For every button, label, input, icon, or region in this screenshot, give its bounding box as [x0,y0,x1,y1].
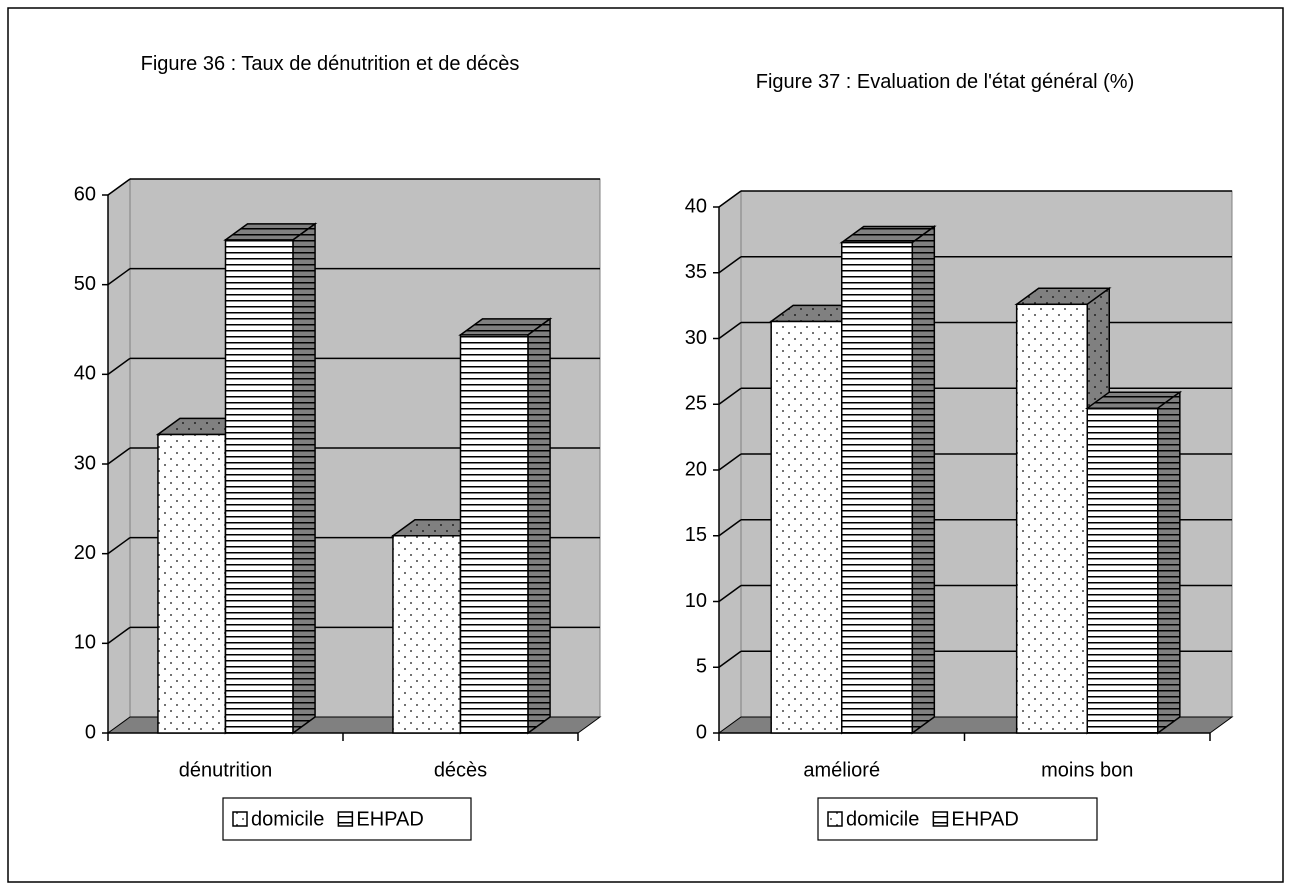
legend-swatch [932,811,949,827]
y-tick-label: 10 [74,632,96,654]
y-tick-label: 0 [696,721,707,743]
bar-front [157,433,227,734]
bar-front [770,320,843,734]
y-tick-label: 5 [696,656,707,678]
y-tick-label: 40 [74,363,96,385]
x-tick-label: décès [434,759,487,781]
bar-front [841,241,914,734]
grid-line [718,453,742,471]
bar-side [527,317,551,735]
legend-label: domicile [846,808,919,830]
grid-line [718,584,742,603]
y-tick-label: 20 [685,458,707,480]
legend-swatch [232,811,248,827]
x-tick-label: amélioré [803,759,880,781]
y-tick-label: 15 [685,524,707,546]
legend-label: EHPAD [356,808,423,830]
bar-front [459,334,529,734]
grid-line [107,268,131,286]
bar-front [392,534,462,734]
y-tick-label: 40 [685,195,707,217]
y-tick-label: 10 [685,590,707,612]
y-axis-depth [107,178,131,196]
legend-swatch [337,811,354,827]
x-tick-label: moins bon [1041,759,1133,781]
bar-side [911,225,936,735]
y-tick-label: 35 [685,261,707,283]
y-tick-label: 30 [685,327,707,349]
grid-line [107,447,131,465]
grid-line [718,256,742,274]
legend-label: EHPAD [951,808,1018,830]
y-tick-label: 30 [74,452,96,474]
y-tick-label: 60 [74,183,96,205]
y-tick-label: 20 [74,542,96,564]
grid-line [718,519,742,537]
legend-swatch [827,811,843,827]
legend [817,797,1098,841]
bar-front [224,239,294,734]
chart-title: Figure 37 : Evaluation de l'état général… [755,71,1135,93]
y-tick-label: 25 [685,393,707,415]
bar-front [1086,407,1159,734]
bar-side [292,222,316,735]
legend-label: domicile [251,808,324,830]
bar-side [1157,390,1181,735]
grid-line [718,650,742,668]
x-tick-label: dénutrition [179,759,272,781]
frame [7,7,1284,883]
grid-line [107,626,131,644]
y-axis-depth [718,190,742,208]
grid-line [107,537,131,555]
grid-line [718,321,742,340]
grid-line [718,387,742,405]
chart-title: Figure 36 : Taux de dénutrition et de dé… [140,53,520,75]
bar-front [1015,303,1089,734]
y-tick-label: 50 [74,273,96,295]
y-tick-label: 0 [85,721,96,743]
grid-line [107,357,131,375]
